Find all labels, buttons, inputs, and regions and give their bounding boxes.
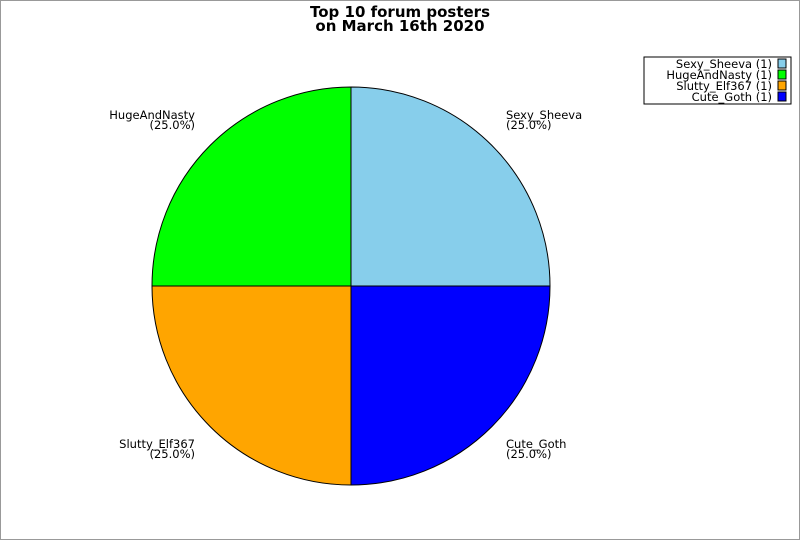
slice-percent-label: (25.0%): [506, 447, 552, 461]
pie-slice-slutty_elf367: [151, 285, 352, 486]
slice-percent-label: (25.0%): [506, 118, 552, 132]
pie-slice-cute_goth: [350, 285, 551, 486]
legend-swatch: [777, 69, 787, 80]
slice-percent-label: (25.0%): [149, 447, 195, 461]
chart-title-line-1: Top 10 forum posters: [310, 3, 490, 21]
slice-label: HugeAndNasty: [109, 108, 195, 122]
slice-label: Cute_Goth: [506, 437, 566, 451]
legend-entry: HugeAndNasty (1): [666, 68, 772, 82]
legend-box: [643, 56, 792, 105]
legend-entry: Slutty_Elf367 (1): [676, 79, 772, 93]
pie-slice-sexy_sheeva: [350, 86, 551, 287]
legend-swatch: [777, 91, 787, 102]
slice-percent-label: (25.0%): [149, 118, 195, 132]
slice-label: Slutty_Elf367: [119, 437, 195, 451]
slice-label: Sexy_Sheeva: [506, 108, 582, 122]
legend-entry: Sexy_Sheeva (1): [676, 57, 772, 71]
chart-title-line-2: on March 16th 2020: [315, 17, 484, 35]
legend-entry: Cute_Goth (1): [692, 90, 772, 104]
pie-slice-hugeandnasty: [151, 86, 352, 287]
legend-swatch: [777, 58, 787, 69]
legend-swatch: [777, 80, 787, 91]
